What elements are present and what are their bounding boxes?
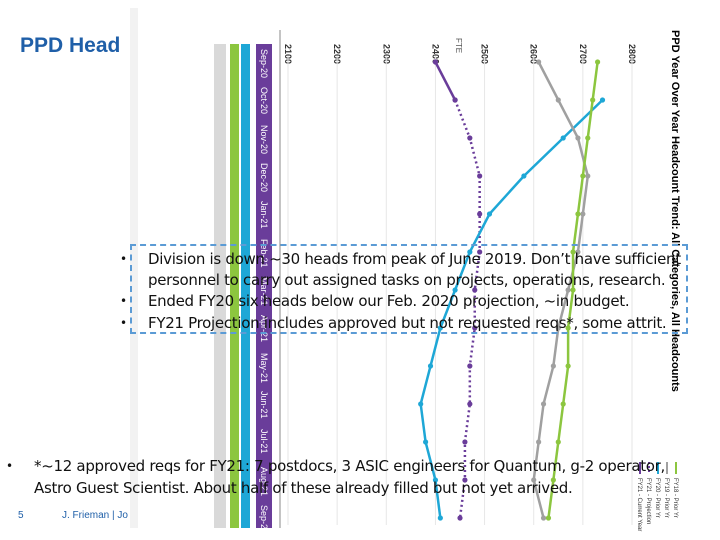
- x-tick-label: 2500: [480, 44, 490, 64]
- data-point: [575, 135, 581, 141]
- data-point: [560, 401, 566, 407]
- data-point: [580, 211, 586, 217]
- slide-title: PPD Head: [20, 34, 121, 57]
- y-tick-label: May-21: [259, 353, 269, 383]
- series-line: [434, 61, 457, 101]
- data-point: [595, 59, 601, 65]
- y-tick-label: Oct-20: [259, 87, 269, 114]
- data-point: [423, 439, 429, 445]
- y-tick-label: Nov-20: [259, 125, 269, 154]
- x-tick-label: 2700: [578, 44, 588, 64]
- x-tick-label: 2400: [430, 44, 440, 64]
- y-tick-label: Jan-21: [259, 201, 269, 229]
- x-tick-label: 2300: [381, 44, 391, 64]
- x-tick-label: 2600: [529, 44, 539, 64]
- data-point: [580, 173, 586, 179]
- legend-label: FY18 - Prior Yr: [672, 478, 678, 518]
- data-point: [536, 59, 542, 65]
- y-tick-label: Jul-21: [259, 429, 269, 454]
- data-point: [437, 515, 443, 521]
- data-point: [585, 173, 591, 179]
- chart-title: PPD Year Over Year Headcount Trend: All …: [669, 30, 681, 392]
- data-point: [452, 97, 458, 103]
- page-number: 5: [18, 510, 24, 521]
- data-point: [521, 173, 527, 179]
- data-point: [540, 401, 547, 407]
- y-tick-label: Jun-21: [259, 391, 269, 419]
- x-tick-label: 2100: [283, 44, 293, 64]
- data-point: [462, 439, 468, 445]
- data-point: [550, 363, 556, 369]
- data-point: [486, 211, 493, 217]
- x-tick-label: 2200: [332, 44, 342, 64]
- data-point: [467, 401, 473, 407]
- data-point: [467, 363, 473, 369]
- data-point: [427, 363, 434, 369]
- data-point: [565, 363, 571, 369]
- bullet: Ended FY20 six heads below our Feb. 2020…: [120, 291, 688, 312]
- data-point: [536, 439, 542, 445]
- table-column: [130, 8, 138, 528]
- data-point: [555, 97, 561, 103]
- data-point: [555, 439, 561, 445]
- data-point: [477, 173, 483, 179]
- data-point: [432, 59, 439, 65]
- data-point: [560, 135, 566, 141]
- bullet: FY21 Projection includes approved but no…: [120, 313, 688, 334]
- data-point: [585, 135, 591, 141]
- y-tick-label: Sep-21: [259, 505, 269, 534]
- data-point: [540, 515, 547, 521]
- data-point: [590, 97, 596, 103]
- x-axis-label: FTE: [454, 38, 463, 53]
- data-point: [467, 135, 473, 141]
- legend-label: FY21 - Current Year: [636, 478, 642, 531]
- data-point: [418, 401, 424, 407]
- footer-author: J. Frieman | Jo: [62, 510, 128, 521]
- legend-label: FY21 - Projection: [645, 478, 651, 524]
- x-tick-label: 2800: [627, 44, 637, 64]
- data-point: [575, 211, 581, 217]
- y-tick-label: Dec-20: [259, 163, 269, 192]
- data-point: [599, 97, 606, 103]
- data-point: [457, 515, 463, 521]
- data-point: [545, 515, 552, 521]
- data-point: [477, 211, 483, 217]
- y-tick-label: Sep-20: [259, 49, 269, 78]
- bullet: Division is down ~30 heads from peak of …: [120, 249, 688, 291]
- footnote: *~12 approved reqs for FY21: 7 postdocs,…: [6, 455, 674, 499]
